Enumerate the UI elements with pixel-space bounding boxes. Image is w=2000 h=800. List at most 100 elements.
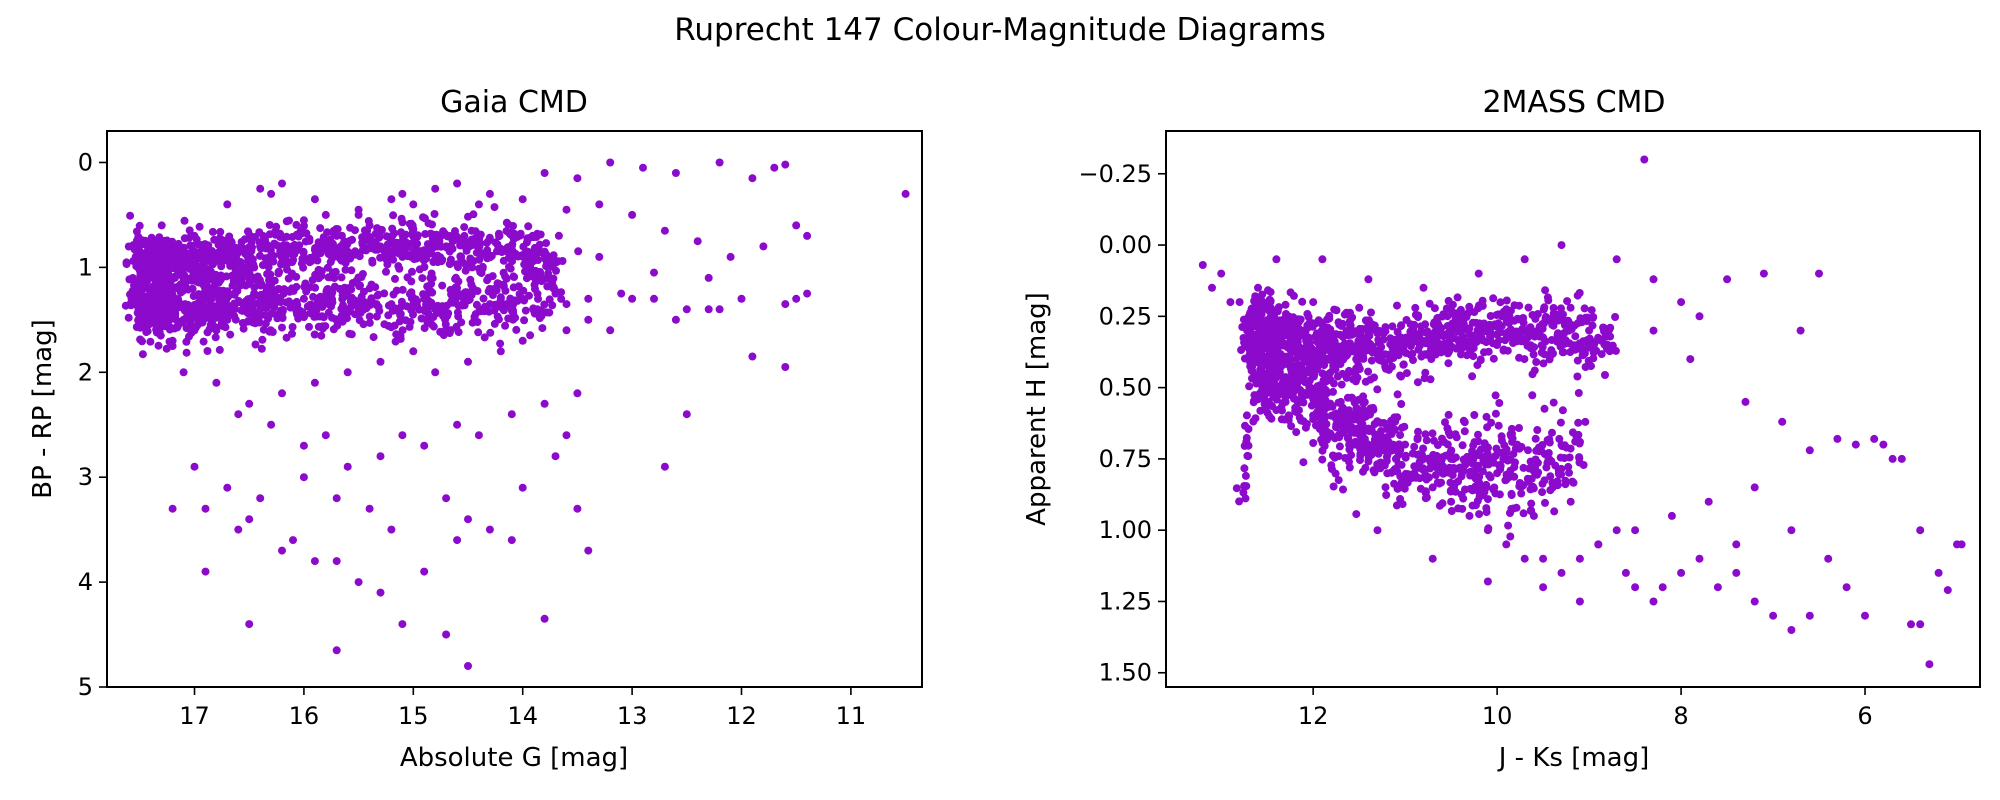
twomass-cmd-band-point: [1307, 401, 1316, 410]
twomass-cmd-band-point: [1574, 430, 1583, 439]
gaia-cmd-band-point: [368, 297, 377, 306]
twomass-cmd-point: [1263, 326, 1272, 335]
twomass-cmd-band-point: [1499, 345, 1508, 354]
gaia-cmd-band-point: [294, 314, 303, 323]
twomass-cmd-point: [1346, 426, 1354, 435]
gaia-cmd-point: [671, 169, 680, 177]
twomass-cmd-band-point: [1431, 350, 1440, 359]
gaia-cmd-point: [551, 452, 560, 461]
twomass-cmd-band-point: [1264, 345, 1273, 354]
gaia-cmd-band-point: [364, 243, 373, 252]
twomass-cmd-band-point: [1318, 446, 1327, 455]
twomass-cmd-band-point: [1256, 379, 1265, 388]
twomass-cmd-band-point: [1509, 504, 1518, 513]
twomass-cmd-band-point: [1316, 424, 1325, 433]
gaia-cmd-point: [704, 305, 713, 314]
gaia-cmd-point: [343, 462, 352, 471]
gaia-cmd-point: [496, 294, 505, 303]
twomass-cmd-band-point: [1286, 364, 1295, 373]
gaia-cmd-point: [387, 300, 396, 309]
gaia-cmd-band-point: [154, 341, 163, 350]
twomass-cmd-band-point: [1463, 452, 1472, 461]
twomass-cmd-band-point: [1292, 428, 1301, 437]
twomass-cmd-band-point: [1524, 446, 1532, 455]
twomass-cmd-band-point: [1335, 421, 1344, 430]
gaia-cmd-point: [540, 614, 549, 623]
twomass-cmd-point: [1428, 554, 1437, 563]
gaia-cmd-band-point: [311, 301, 320, 310]
gaia-cmd-band-point: [472, 300, 481, 309]
twomass-cmd-band-point: [1565, 468, 1573, 477]
gaia-cmd-band-point: [317, 238, 326, 247]
gaia-cmd-point: [792, 294, 801, 303]
gaia-cmd-band-point: [397, 297, 406, 306]
twomass-cmd-point: [1824, 554, 1833, 563]
gaia-cmd-band-point: [545, 253, 553, 262]
gaia-cmd-band-point: [190, 303, 199, 312]
twomass-cmd-point: [1732, 540, 1741, 549]
twomass-cmd-band-point: [1280, 321, 1289, 330]
twomass-cmd-point: [1759, 269, 1768, 278]
gaia-cmd-band-point: [509, 283, 518, 292]
gaia-cmd-y-tick-label: 1: [78, 253, 93, 281]
gaia-cmd-point: [310, 378, 319, 387]
gaia-cmd-band-point: [355, 282, 364, 291]
gaia-cmd-band-point: [145, 268, 154, 277]
gaia-cmd-point: [431, 368, 440, 377]
twomass-cmd-band-point: [1281, 300, 1290, 309]
gaia-cmd-band-point: [199, 337, 208, 346]
twomass-cmd-band-point: [1451, 479, 1460, 488]
gaia-cmd-band-point: [317, 331, 326, 340]
gaia-cmd-band-point: [397, 228, 405, 237]
twomass-cmd-band-point: [1606, 323, 1615, 332]
twomass-cmd-band-point: [1332, 409, 1341, 418]
twomass-cmd-point: [1290, 383, 1299, 392]
gaia-cmd-point: [781, 363, 790, 371]
twomass-cmd-y-tick-label: 0.75: [1099, 445, 1152, 473]
twomass-cmd-band-point: [1447, 328, 1456, 337]
gaia-cmd-point: [212, 378, 221, 387]
twomass-cmd-point: [1934, 568, 1943, 577]
gaia-cmd-point: [726, 252, 735, 261]
gaia-cmd-point: [584, 546, 593, 555]
twomass-cmd-band-point: [1438, 312, 1447, 321]
twomass-cmd-band-point: [1345, 416, 1354, 425]
gaia-cmd-band-point: [397, 214, 406, 223]
twomass-cmd-band-point: [1261, 372, 1270, 381]
gaia-cmd-band-point: [509, 250, 518, 259]
gaia-cmd-band-point: [397, 242, 406, 251]
twomass-cmd-band-point: [1329, 379, 1338, 388]
twomass-cmd-band-point: [1241, 421, 1249, 430]
gaia-cmd-band-point: [467, 226, 476, 235]
twomass-cmd-band-point: [1433, 463, 1442, 472]
gaia-cmd-point: [387, 525, 396, 534]
gaia-cmd-band-point: [533, 289, 542, 298]
gaia-cmd-band-point: [144, 252, 153, 261]
gaia-cmd-x-tick-label: 11: [836, 702, 867, 730]
twomass-cmd-band-point: [1329, 361, 1338, 370]
twomass-cmd-band-point: [1381, 483, 1390, 492]
gaia-cmd-y-ticks: 0 1 2 3 4 5: [78, 148, 107, 701]
gaia-cmd-point: [770, 163, 779, 172]
twomass-cmd-band-point: [1321, 377, 1330, 386]
gaia-cmd-point: [256, 494, 265, 503]
twomass-cmd-band-point: [1517, 489, 1526, 498]
twomass-cmd-band-point: [1475, 510, 1484, 519]
twomass-cmd-band-point: [1383, 469, 1392, 478]
gaia-cmd-band-point: [274, 269, 283, 278]
gaia-cmd-band-point: [321, 322, 330, 331]
gaia-cmd-band-point: [178, 318, 187, 327]
twomass-cmd-band-point: [1444, 428, 1453, 437]
gaia-cmd-point: [146, 315, 155, 324]
gaia-cmd-point: [190, 231, 199, 240]
gaia-cmd-point: [420, 294, 429, 303]
twomass-cmd-point: [1713, 583, 1722, 592]
twomass-cmd-band-point: [1409, 336, 1418, 345]
gaia-cmd-point: [223, 315, 232, 324]
gaia-cmd-point: [179, 368, 188, 377]
gaia-cmd-point: [409, 247, 418, 256]
twomass-cmd-point: [1373, 526, 1382, 535]
twomass-cmd-band-point: [1554, 466, 1563, 475]
gaia-cmd-point: [332, 494, 341, 503]
gaia-cmd-band-point: [241, 249, 250, 258]
